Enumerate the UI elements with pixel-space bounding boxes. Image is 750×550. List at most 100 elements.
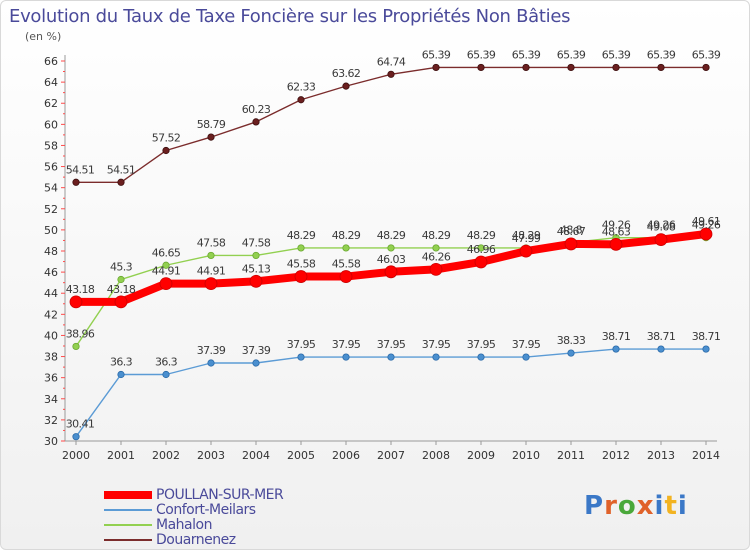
y-tick-label: 34 [44, 393, 58, 406]
legend-item-douarnenez: Douarnenez [104, 531, 283, 548]
data-label: 30.41 [66, 418, 95, 431]
data-point [117, 275, 125, 284]
data-point [117, 178, 125, 186]
data-label: 48.29 [512, 229, 541, 242]
logo-letter: r [604, 491, 618, 521]
data-point [162, 261, 170, 269]
logo-letter: o [617, 491, 637, 521]
data-point [474, 255, 488, 269]
y-tick-label: 56 [44, 161, 58, 174]
data-label: 47.58 [197, 236, 226, 249]
data-point [429, 262, 443, 276]
data-point [297, 96, 305, 104]
data-label: 48.29 [377, 229, 406, 242]
data-point [297, 353, 305, 361]
data-label: 62.33 [287, 81, 316, 94]
x-tick-label: 2014 [692, 449, 720, 462]
x-tick-label: 2002 [152, 449, 180, 462]
y-tick-label: 40 [44, 329, 58, 342]
y-tick-label: 46 [44, 266, 58, 279]
unit-label: (en %) [25, 30, 62, 43]
data-label: 45.58 [287, 258, 316, 271]
data-point [342, 82, 350, 90]
data-point [657, 63, 665, 72]
data-label: 37.95 [287, 338, 316, 351]
data-point [294, 270, 308, 283]
data-point [702, 63, 710, 72]
x-tick-label: 2004 [242, 449, 270, 462]
x-tick-label: 2001 [107, 449, 135, 462]
data-label: 65.39 [602, 48, 631, 61]
data-label: 58.79 [197, 118, 226, 131]
x-tick-label: 2003 [197, 449, 225, 462]
x-tick-label: 2012 [602, 449, 630, 462]
data-label: 57.52 [152, 132, 181, 145]
data-point [204, 277, 218, 291]
data-point [69, 295, 83, 309]
data-point [207, 133, 215, 141]
data-point [564, 237, 578, 251]
legend-item-mahalon: Mahalon [104, 516, 283, 533]
data-label: 37.95 [512, 338, 541, 351]
x-tick-label: 2009 [467, 449, 495, 462]
data-label: 48.29 [287, 229, 316, 242]
legend-item-confort: Confort-Meilars [104, 501, 283, 518]
x-tick-label: 2006 [332, 449, 360, 462]
x-tick-label: 2000 [62, 449, 90, 462]
y-tick-label: 44 [44, 287, 58, 300]
data-label: 38.33 [557, 334, 586, 347]
y-tick-label: 38 [44, 351, 58, 364]
y-tick-label: 60 [44, 118, 58, 131]
y-tick-label: 62 [44, 97, 58, 110]
data-label: 48.29 [467, 229, 496, 242]
data-point [477, 244, 485, 252]
data-point [699, 227, 713, 241]
data-label: 46.03 [377, 253, 406, 266]
data-label: 45.13 [242, 262, 271, 275]
data-point [72, 433, 80, 441]
data-label: 65.39 [467, 48, 496, 61]
data-point [252, 359, 260, 367]
data-label: 48.67 [557, 225, 586, 238]
legend-swatch-douarnenez [104, 538, 152, 541]
data-point [72, 178, 80, 186]
proxiti-logo: Proxiti [584, 491, 688, 521]
data-point [114, 295, 128, 309]
legend-label-mahalon: Mahalon [156, 516, 212, 533]
data-point [522, 353, 530, 361]
y-tick-label: 64 [44, 76, 58, 89]
data-point [519, 244, 533, 258]
data-label: 48.8 [560, 224, 583, 237]
data-label: 49.26 [692, 219, 721, 232]
data-point [387, 353, 395, 361]
y-tick-label: 42 [44, 308, 58, 321]
data-label: 44.91 [197, 265, 226, 278]
legend-swatch-mahalon [104, 523, 152, 526]
data-label: 48.29 [332, 229, 361, 242]
legend-label-douarnenez: Douarnenez [156, 531, 236, 548]
x-tick-label: 2007 [377, 449, 405, 462]
data-label: 47.99 [512, 232, 541, 245]
data-point [522, 63, 530, 72]
data-point [297, 244, 305, 252]
data-point [159, 277, 173, 291]
data-point [252, 118, 260, 126]
data-point [342, 244, 350, 252]
logo-letter: i [677, 491, 688, 521]
data-label: 64.74 [377, 55, 406, 68]
data-label: 65.39 [647, 48, 676, 61]
y-tick-label: 54 [44, 182, 58, 195]
data-label: 65.39 [692, 48, 721, 61]
data-point [252, 251, 260, 260]
x-tick-label: 2005 [287, 449, 315, 462]
legend-label-confort: Confort-Meilars [156, 501, 256, 518]
data-point [432, 63, 440, 72]
logo-letter: i [654, 491, 665, 521]
data-label: 48.63 [602, 225, 631, 238]
data-point [387, 244, 395, 252]
data-label: 49.61 [692, 215, 721, 228]
data-point [702, 345, 710, 353]
data-label: 54.51 [107, 163, 136, 176]
data-label: 36.3 [155, 356, 178, 369]
